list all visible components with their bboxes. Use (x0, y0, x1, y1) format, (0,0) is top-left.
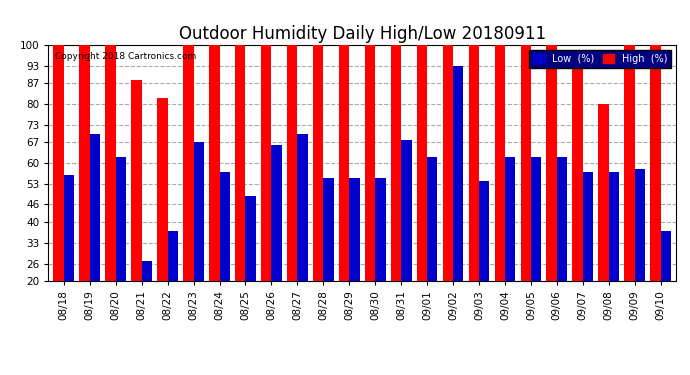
Bar (184, 45, 194, 340)
Bar (583, 172, 593, 340)
Bar (116, 157, 126, 340)
Bar (469, 45, 479, 340)
Bar (64, 175, 75, 340)
Bar (443, 45, 453, 340)
Bar (635, 169, 645, 340)
Bar (624, 45, 635, 340)
Bar (427, 157, 437, 340)
Bar (453, 66, 464, 341)
Bar (365, 45, 375, 340)
Bar (157, 98, 168, 340)
Bar (235, 45, 246, 340)
Bar (219, 172, 230, 340)
Bar (141, 261, 152, 340)
Bar (261, 45, 271, 340)
Bar (90, 134, 100, 340)
Bar (297, 134, 308, 340)
Text: Copyright 2018 Cartronics.com: Copyright 2018 Cartronics.com (55, 52, 196, 61)
Bar (194, 142, 204, 340)
Bar (79, 45, 90, 340)
Bar (660, 231, 671, 340)
Bar (54, 45, 64, 340)
Bar (339, 45, 349, 340)
Legend: Low  (%), High  (%): Low (%), High (%) (529, 50, 671, 68)
Bar (401, 140, 411, 340)
Bar (479, 181, 489, 340)
Bar (609, 172, 619, 340)
Bar (375, 178, 386, 340)
Bar (598, 104, 609, 340)
Bar (573, 57, 583, 340)
Bar (505, 157, 515, 340)
Bar (391, 45, 401, 340)
Title: Outdoor Humidity Daily High/Low 20180911: Outdoor Humidity Daily High/Low 20180911 (179, 26, 546, 44)
Bar (168, 231, 178, 340)
Bar (287, 45, 297, 340)
Bar (495, 45, 505, 340)
Bar (349, 178, 359, 340)
Bar (417, 45, 427, 340)
Bar (520, 45, 531, 340)
Bar (546, 45, 557, 340)
Bar (557, 157, 567, 340)
Bar (313, 45, 324, 340)
Bar (531, 157, 541, 340)
Bar (246, 196, 256, 340)
Bar (106, 45, 116, 340)
Bar (271, 146, 282, 340)
Bar (324, 178, 334, 340)
Bar (650, 45, 660, 340)
Bar (209, 45, 219, 340)
Bar (131, 81, 141, 340)
